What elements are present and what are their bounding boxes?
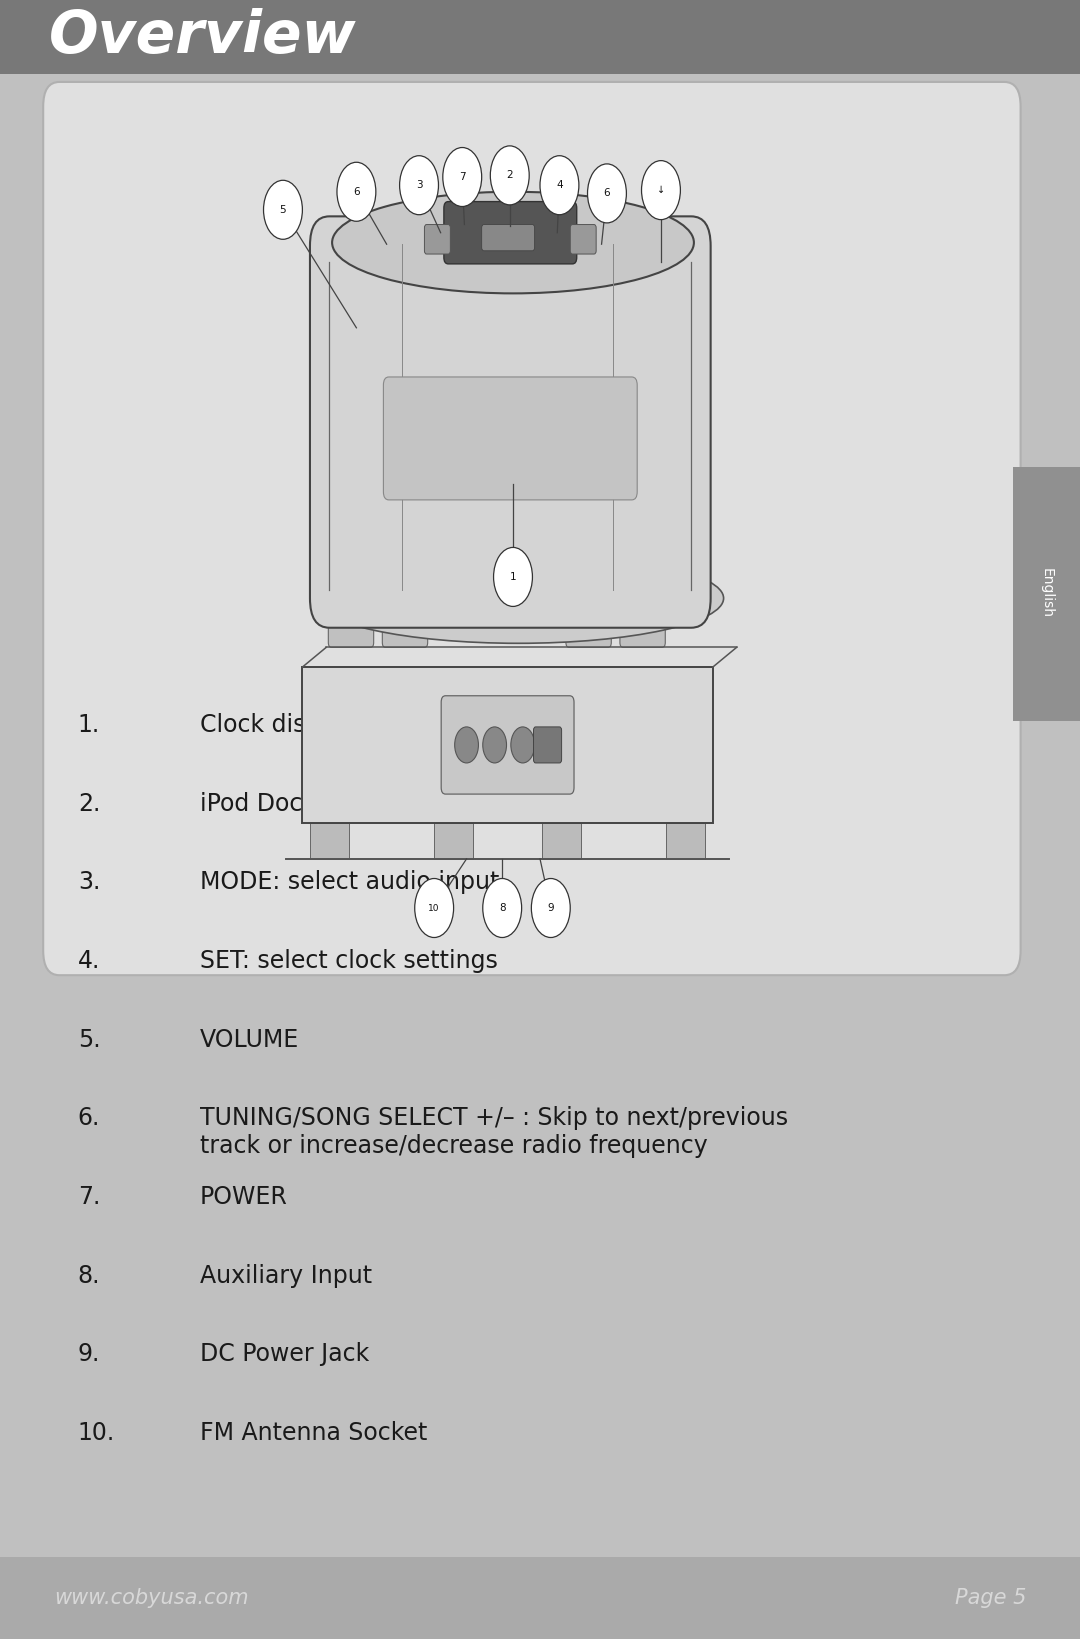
FancyBboxPatch shape [0,0,1080,74]
FancyBboxPatch shape [482,225,535,251]
FancyBboxPatch shape [570,225,596,254]
FancyBboxPatch shape [424,225,450,254]
Text: 2: 2 [507,170,513,180]
Text: 7: 7 [459,172,465,182]
Text: 6: 6 [604,188,610,198]
Circle shape [483,728,507,764]
FancyBboxPatch shape [666,823,705,859]
Ellipse shape [333,192,693,293]
Text: TUNING/SONG SELECT +/– : Skip to next/previous
track or increase/decrease radio : TUNING/SONG SELECT +/– : Skip to next/pr… [200,1106,788,1159]
Text: 10.: 10. [78,1421,114,1446]
FancyBboxPatch shape [620,592,665,647]
Text: 1: 1 [510,572,516,582]
Circle shape [511,728,535,764]
Circle shape [588,164,626,223]
FancyBboxPatch shape [310,216,711,628]
Circle shape [483,879,522,938]
Text: 8: 8 [499,903,505,913]
Text: 5.: 5. [78,1028,100,1052]
FancyBboxPatch shape [566,592,611,647]
Text: 6: 6 [353,187,360,197]
FancyBboxPatch shape [382,592,428,647]
FancyBboxPatch shape [441,697,575,795]
Text: 9: 9 [548,903,554,913]
Text: SET: select clock settings: SET: select clock settings [200,949,498,974]
FancyBboxPatch shape [310,823,349,859]
FancyBboxPatch shape [542,823,581,859]
Text: 5: 5 [280,205,286,215]
FancyBboxPatch shape [434,823,473,859]
Text: www.cobyusa.com: www.cobyusa.com [54,1588,248,1608]
FancyBboxPatch shape [444,202,577,264]
Text: English: English [1040,569,1053,618]
FancyBboxPatch shape [302,667,713,823]
Circle shape [337,162,376,221]
Text: 4: 4 [556,180,563,190]
FancyBboxPatch shape [534,728,562,764]
Text: 1.: 1. [78,713,100,738]
FancyBboxPatch shape [1013,467,1080,721]
Text: VOLUME: VOLUME [200,1028,299,1052]
Circle shape [400,156,438,215]
Text: Overview: Overview [49,8,356,66]
Circle shape [455,728,478,764]
Text: 3: 3 [416,180,422,190]
Text: Auxiliary Input: Auxiliary Input [200,1264,372,1288]
Text: 3.: 3. [78,870,100,895]
Text: 10: 10 [429,903,440,913]
Text: DC Power Jack: DC Power Jack [200,1342,369,1367]
Text: 4.: 4. [78,949,100,974]
Circle shape [531,879,570,938]
Circle shape [540,156,579,215]
Text: iPod Dock: iPod Dock [200,792,315,816]
FancyBboxPatch shape [328,592,374,647]
Circle shape [443,148,482,207]
Circle shape [494,547,532,606]
Text: ↓: ↓ [657,185,665,195]
Circle shape [415,879,454,938]
FancyBboxPatch shape [383,377,637,500]
Text: 2.: 2. [78,792,100,816]
Text: 9.: 9. [78,1342,100,1367]
FancyBboxPatch shape [0,1557,1080,1639]
Ellipse shape [313,554,724,642]
Text: MODE: select audio input: MODE: select audio input [200,870,499,895]
Text: 6.: 6. [78,1106,100,1131]
Text: POWER: POWER [200,1185,287,1210]
Text: FM Antenna Socket: FM Antenna Socket [200,1421,428,1446]
Text: 7.: 7. [78,1185,100,1210]
Circle shape [642,161,680,220]
Circle shape [264,180,302,239]
Text: Page 5: Page 5 [955,1588,1026,1608]
Circle shape [490,146,529,205]
Text: 8.: 8. [78,1264,100,1288]
Text: Clock display: Clock display [200,713,355,738]
FancyBboxPatch shape [43,82,1021,975]
